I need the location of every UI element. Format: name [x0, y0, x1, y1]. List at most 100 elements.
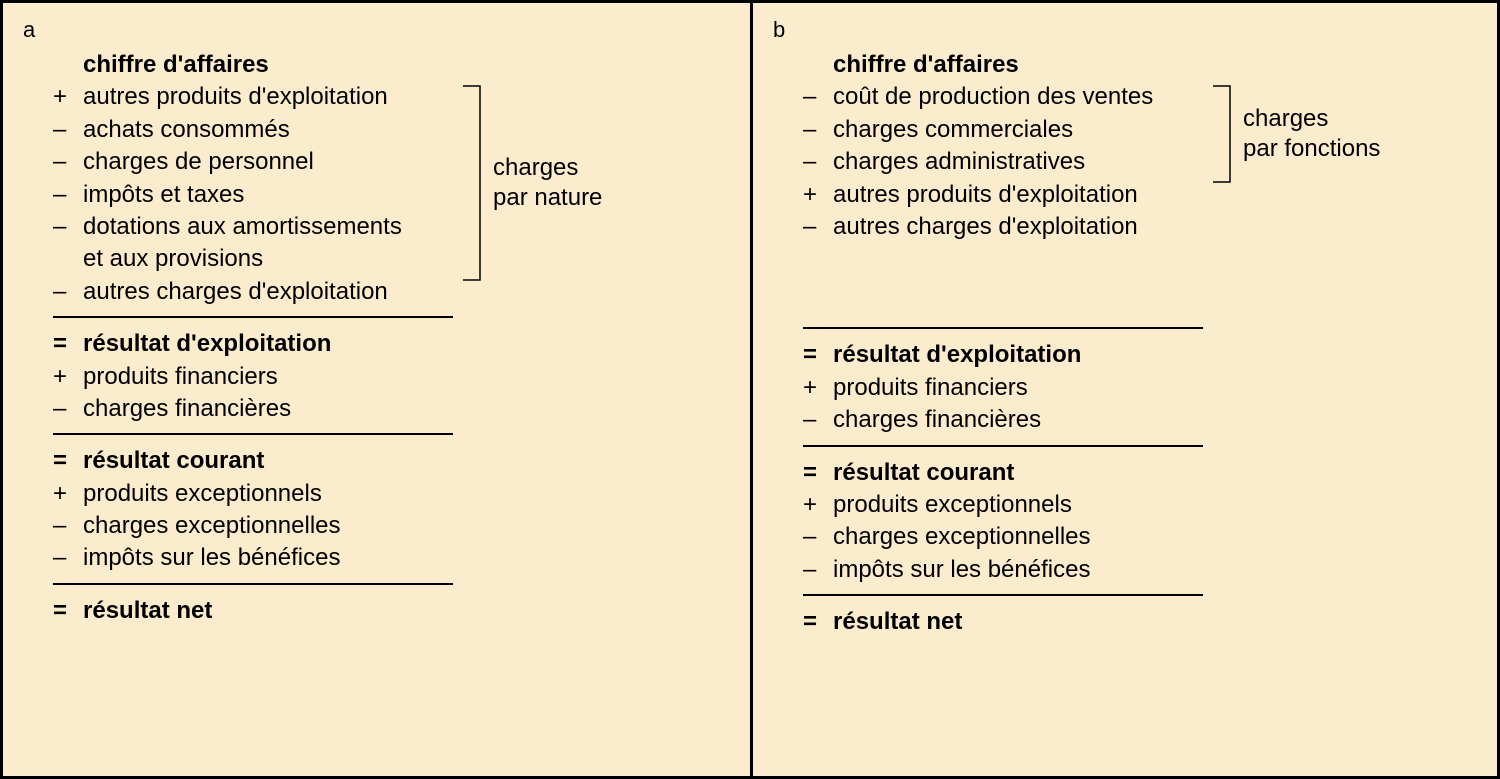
section-heading: =résultat net: [803, 606, 1477, 638]
spacer: [803, 247, 1477, 319]
line-item: –impôts sur les bénéfices: [53, 542, 730, 574]
bracket-icon: [463, 85, 481, 281]
bracket: charges par fonctions: [1213, 85, 1380, 183]
section-heading: =résultat d'exploitation: [803, 339, 1477, 371]
operator: +: [803, 372, 833, 404]
operator: +: [53, 361, 83, 393]
heading-text: résultat d'exploitation: [833, 339, 1477, 371]
divider: [803, 594, 1203, 596]
line-text: autres produits d'exploitation: [83, 81, 730, 113]
operator: +: [803, 179, 833, 211]
heading-text: résultat courant: [833, 457, 1477, 489]
divider: [53, 316, 453, 318]
section: =résultat d'exploitation+produits financ…: [53, 328, 730, 425]
line-item: +produits exceptionnels: [53, 478, 730, 510]
operator: +: [53, 478, 83, 510]
line-item: –impôts sur les bénéfices: [803, 554, 1477, 586]
diagram-frame: a chiffre d'affaires+autres produits d'e…: [0, 0, 1500, 779]
line-item: –impôts et taxes: [53, 179, 730, 211]
heading-text: résultat d'exploitation: [83, 328, 730, 360]
operator: –: [803, 404, 833, 436]
panel-a: a chiffre d'affaires+autres produits d'e…: [3, 3, 750, 776]
operator: +: [53, 81, 83, 113]
operator: –: [803, 81, 833, 113]
operator: –: [53, 146, 83, 178]
operator: –: [53, 179, 83, 211]
bracket-label: charges par fonctions: [1243, 104, 1380, 164]
section: =résultat courant+produits exceptionnels…: [53, 445, 730, 575]
operator: –: [803, 114, 833, 146]
line-text: impôts et taxes: [83, 179, 730, 211]
operator: =: [803, 339, 833, 371]
operator: =: [53, 445, 83, 477]
operator: –: [53, 542, 83, 574]
section: =résultat net: [803, 606, 1477, 638]
heading-text: chiffre d'affaires: [83, 49, 730, 81]
operator: =: [803, 457, 833, 489]
section: =résultat net: [53, 595, 730, 627]
line-text: produits exceptionnels: [833, 489, 1477, 521]
line-item: –autres charges d'exploitation: [53, 276, 730, 308]
line-item: –charges financières: [803, 404, 1477, 436]
bracket-icon: [1213, 85, 1231, 183]
line-text: produits exceptionnels: [83, 478, 730, 510]
section-heading: chiffre d'affaires: [53, 49, 730, 81]
bracket: charges par nature: [463, 85, 602, 281]
heading-text: chiffre d'affaires: [833, 49, 1477, 81]
panel-b-content: chiffre d'affaires–coût de production de…: [773, 49, 1477, 638]
bracket-label: charges par nature: [493, 153, 602, 213]
divider: [803, 327, 1203, 329]
operator: –: [803, 211, 833, 243]
operator: –: [803, 521, 833, 553]
section-heading: =résultat courant: [53, 445, 730, 477]
operator: =: [53, 328, 83, 360]
operator: –: [53, 276, 83, 308]
panel-b-label: b: [773, 17, 1477, 43]
line-text: charges de personnel: [83, 146, 730, 178]
heading-text: résultat net: [833, 606, 1477, 638]
line-text: charges financières: [83, 393, 730, 425]
line-item: +autres produits d'exploitation: [53, 81, 730, 113]
operator: –: [53, 510, 83, 542]
line-text: achats consommés: [83, 114, 730, 146]
line-item: –autres charges d'exploitation: [803, 211, 1477, 243]
heading-text: résultat net: [83, 595, 730, 627]
line-item: –charges exceptionnelles: [53, 510, 730, 542]
panel-a-content: chiffre d'affaires+autres produits d'exp…: [23, 49, 730, 627]
section: =résultat d'exploitation+produits financ…: [803, 339, 1477, 436]
operator: –: [53, 211, 83, 243]
line-item: +produits exceptionnels: [803, 489, 1477, 521]
line-text: charges financières: [833, 404, 1477, 436]
line-text: autres produits d'exploitation: [833, 179, 1477, 211]
line-item: –charges financières: [53, 393, 730, 425]
heading-text: résultat courant: [83, 445, 730, 477]
panel-a-label: a: [23, 17, 730, 43]
line-item: –achats consommés: [53, 114, 730, 146]
divider: [53, 583, 453, 585]
panel-b: b chiffre d'affaires–coût de production …: [750, 3, 1497, 776]
line-text: impôts sur les bénéfices: [833, 554, 1477, 586]
operator: =: [803, 606, 833, 638]
divider: [803, 445, 1203, 447]
line-text: dotations aux amortissements et aux prov…: [83, 211, 730, 276]
section-heading: =résultat d'exploitation: [53, 328, 730, 360]
section: chiffre d'affaires+autres produits d'exp…: [53, 49, 730, 308]
section: =résultat courant+produits exceptionnels…: [803, 457, 1477, 587]
line-text: impôts sur les bénéfices: [83, 542, 730, 574]
line-text: autres charges d'exploitation: [83, 276, 730, 308]
line-text: charges exceptionnelles: [833, 521, 1477, 553]
operator: +: [803, 489, 833, 521]
line-item: +produits financiers: [53, 361, 730, 393]
section-heading: =résultat net: [53, 595, 730, 627]
line-text: produits financiers: [833, 372, 1477, 404]
operator: –: [803, 554, 833, 586]
operator: –: [803, 146, 833, 178]
line-item: –charges de personnel: [53, 146, 730, 178]
section-heading: chiffre d'affaires: [803, 49, 1477, 81]
operator: –: [53, 114, 83, 146]
section-heading: =résultat courant: [803, 457, 1477, 489]
line-item: +produits financiers: [803, 372, 1477, 404]
line-item: –charges exceptionnelles: [803, 521, 1477, 553]
operator: –: [53, 393, 83, 425]
line-text: autres charges d'exploitation: [833, 211, 1477, 243]
